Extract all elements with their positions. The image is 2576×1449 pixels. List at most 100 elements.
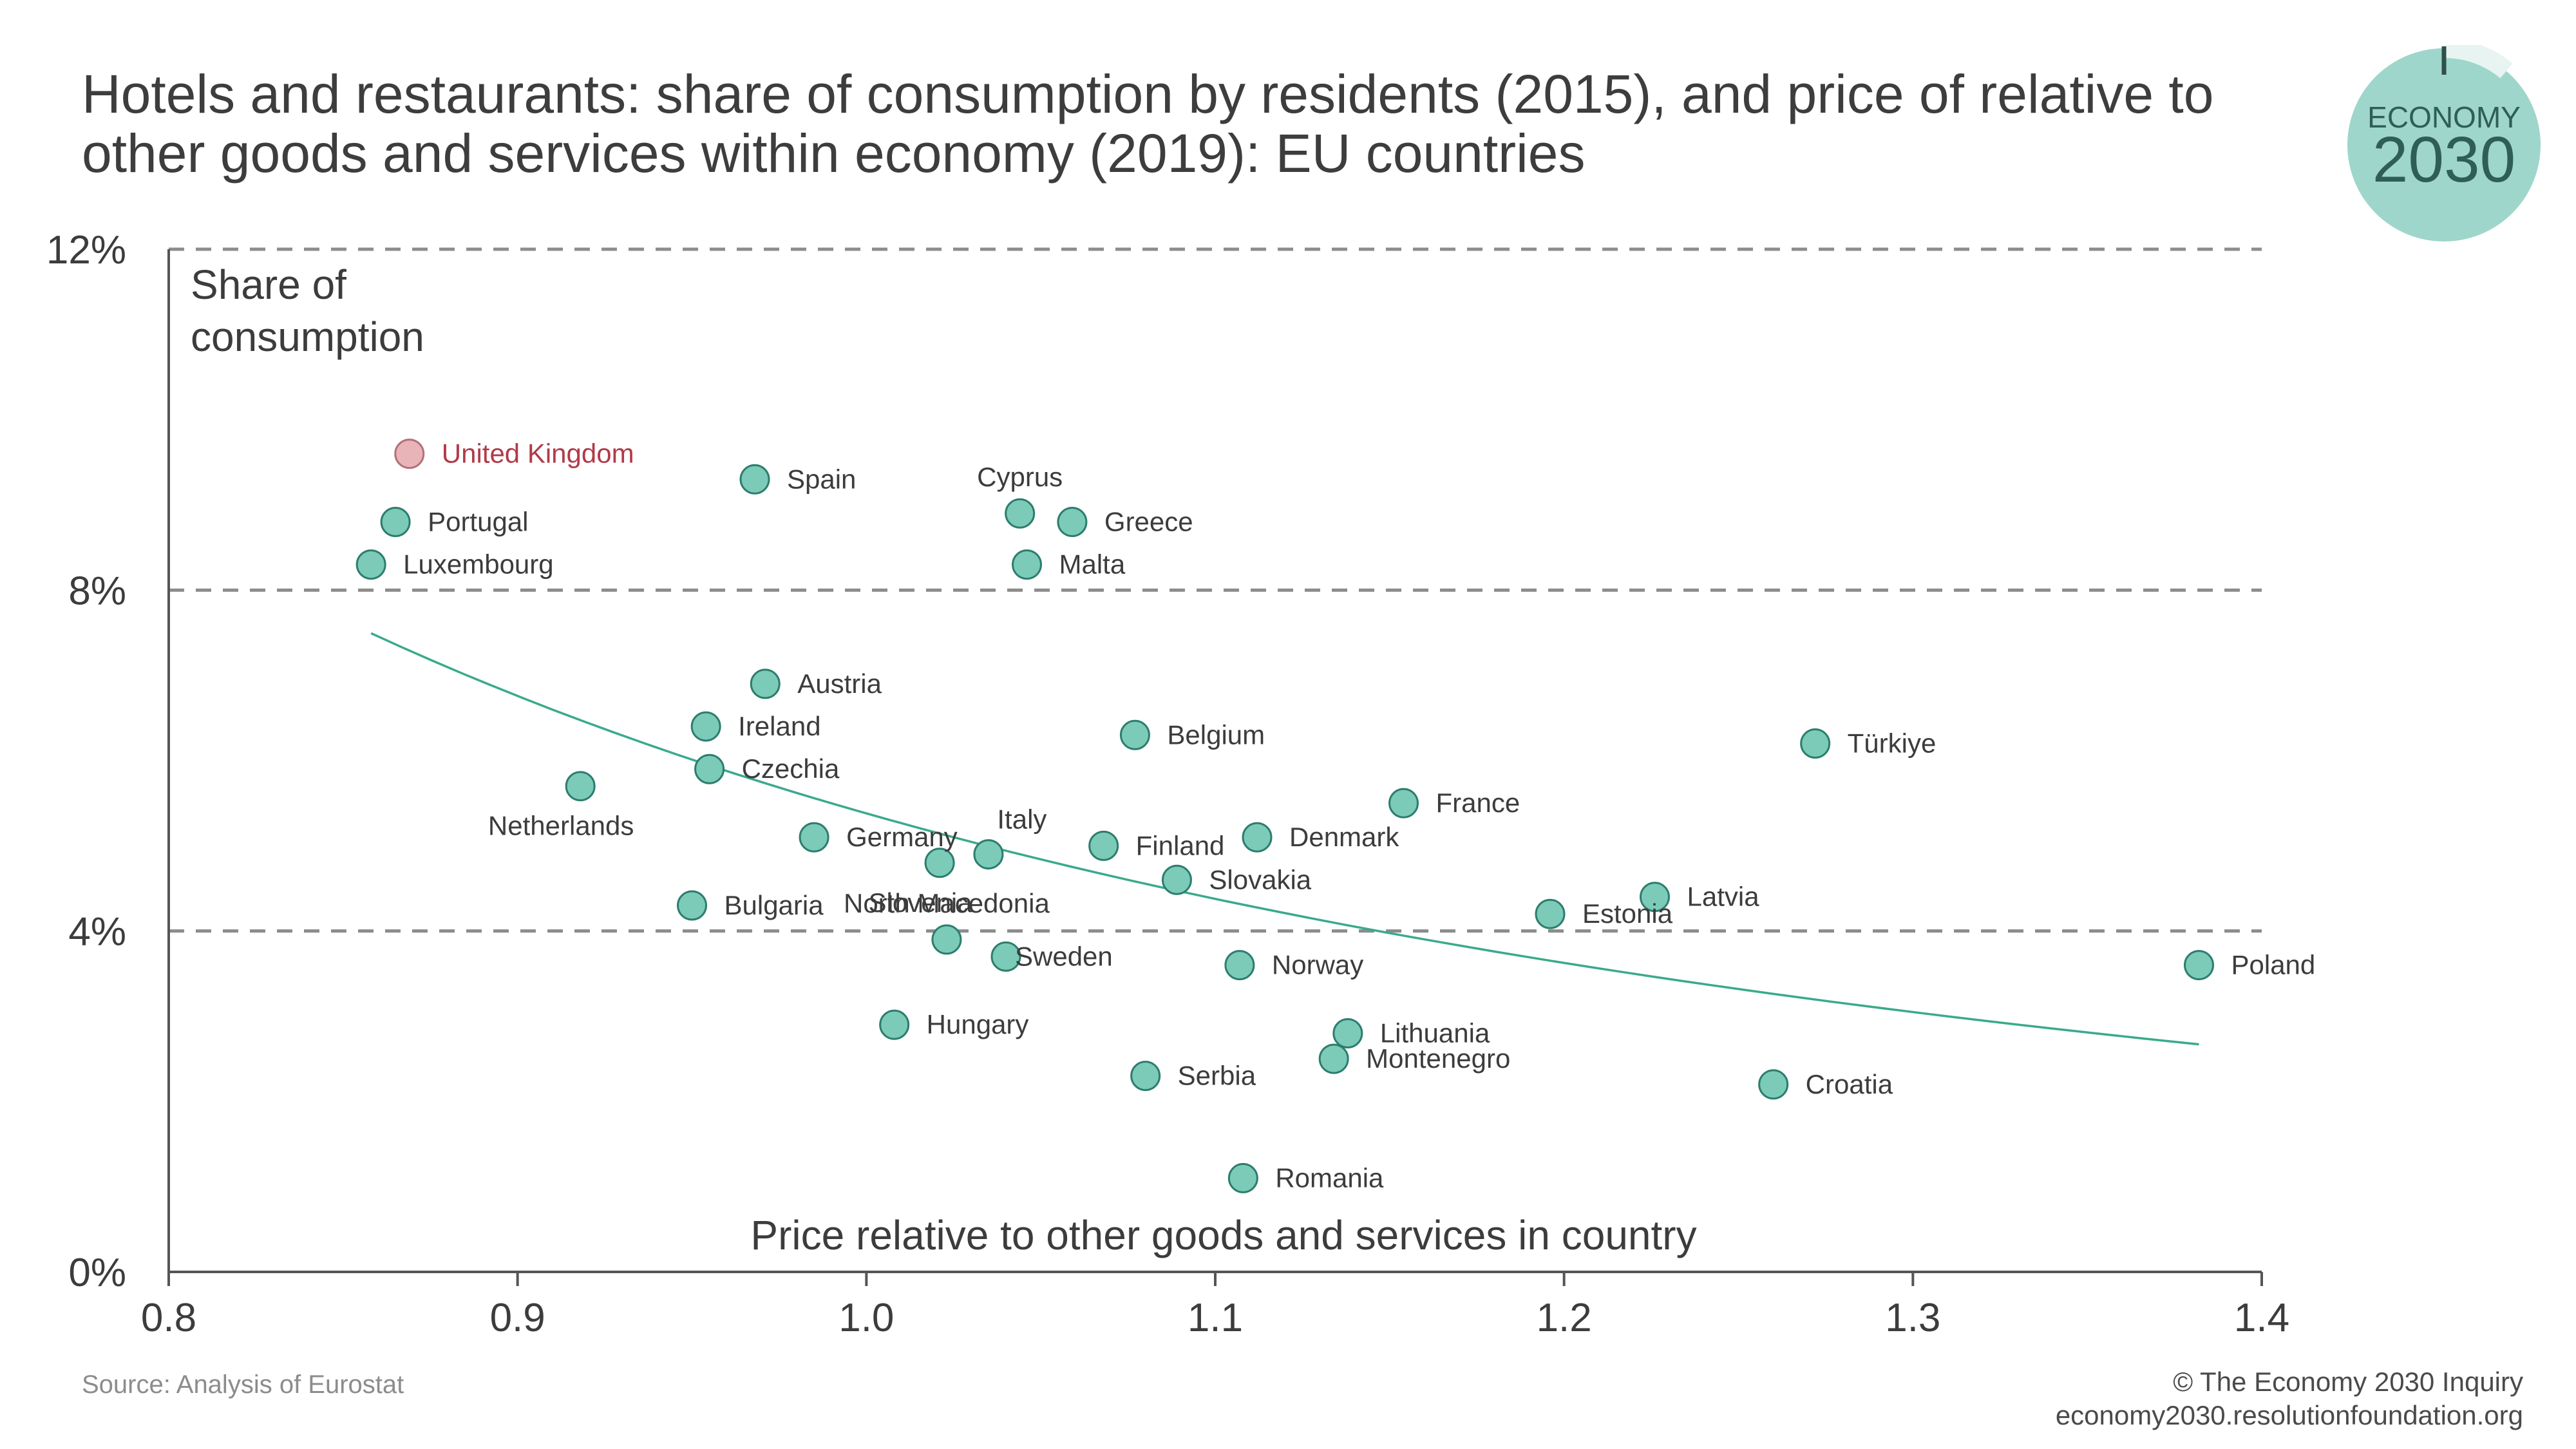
point-label-france: France [1436,788,1520,818]
point-label-norway: Norway [1272,950,1363,980]
point-poland [2184,950,2214,981]
title-line-2: other goods and services within economy … [82,123,1586,184]
point-sweden [990,941,1021,972]
point-slovakia [1161,864,1192,895]
point-hungary [879,1009,910,1040]
point-czechia [694,753,725,784]
point-label-bulgaria: Bulgaria [724,890,824,920]
credit-block: © The Economy 2030 Inquiry economy2030.r… [2056,1365,2523,1432]
credit-line-2: economy2030.resolutionfoundation.org [2055,1400,2523,1430]
point-spain [739,464,770,495]
point-label-hungary: Hungary [927,1009,1029,1039]
point-united-kingdom [394,439,425,469]
x-axis-title: Price relative to other goods and servic… [750,1212,1696,1258]
point-romania [1227,1162,1258,1193]
point-malta [1012,549,1042,580]
point-slovenia [924,848,955,878]
point-belgium [1119,719,1150,750]
point-label-italy: Italy [997,804,1046,835]
point-france [1388,788,1419,819]
points-group [355,439,2214,1193]
point-label-lithuania: Lithuania [1380,1018,1490,1048]
axes: 0% 4% 8% 12% 0.8 0.9 1.0 1.1 1.2 1.3 1.4 [46,228,2289,1340]
x-tick-label: 0.9 [490,1296,545,1340]
point-north-macedonia [931,924,962,955]
point-label-latvia: Latvia [1687,882,1760,912]
point-label-sweden: Sweden [1015,941,1113,971]
logo-year: 2030 [2372,124,2515,196]
x-tick-label: 1.4 [2234,1296,2289,1340]
y-tick-label: 8% [68,569,126,613]
point-label-portugal: Portugal [428,506,528,536]
point-label-cyprus: Cyprus [977,462,1063,492]
point-germany [799,822,829,853]
y-tick-label: 4% [68,910,126,954]
logo-arc [2443,45,2513,79]
point-label-türkiye: Türkiye [1848,728,1937,759]
point-latvia [1640,882,1670,913]
point-cyprus [1005,498,1036,529]
point-finland [1088,830,1119,861]
point-label-romania: Romania [1275,1162,1384,1193]
x-tick-label: 1.2 [1537,1296,1592,1340]
point-label-slovakia: Slovakia [1209,864,1311,895]
point-denmark [1242,822,1273,853]
x-tick-label: 1.3 [1885,1296,1940,1340]
logo-circle [2347,48,2541,242]
point-ireland [690,711,721,742]
point-estonia [1535,898,1566,929]
trendline [370,632,2199,1046]
economy-2030-logo: ECONOMY 2030 [2347,45,2541,242]
point-label-belgium: Belgium [1167,719,1265,750]
x-tick-label: 0.8 [141,1296,196,1340]
point-austria [750,668,781,699]
point-label-finland: Finland [1136,830,1225,860]
chart-title: Hotels and restaurants: share of consump… [82,64,2304,183]
y-tick-label: 12% [46,228,126,272]
y-axis-title-line-1: Share of [191,261,346,308]
point-netherlands [565,771,596,802]
title-line-1: Hotels and restaurants: share of consump… [82,64,2214,124]
x-tick-label: 1.0 [838,1296,894,1340]
point-label-malta: Malta [1059,549,1126,580]
point-label-montenegro: Montenegro [1366,1043,1510,1074]
point-label-poland: Poland [2231,950,2316,980]
point-label-estonia: Estonia [1582,898,1673,929]
point-label-luxembourg: Luxembourg [403,549,553,580]
credit-line-1: © The Economy 2030 Inquiry [2173,1367,2523,1397]
y-tick-label: 0% [68,1251,126,1295]
source-note: Source: Analysis of Eurostat [82,1370,404,1399]
point-label-austria: Austria [797,668,882,699]
point-label-north-macedonia: North Macedonia [844,888,1050,918]
point-luxembourg [355,549,386,580]
point-bulgaria [677,890,707,921]
point-label-croatia: Croatia [1806,1069,1893,1099]
trendline-group [370,632,2199,1046]
point-label-germany: Germany [846,822,958,852]
point-greece [1057,506,1088,537]
point-label-denmark: Denmark [1289,822,1399,852]
y-axis-title-line-2: consumption [191,314,424,360]
x-tick-label: 1.1 [1188,1296,1243,1340]
point-label-czechia: Czechia [742,753,840,784]
point-label-spain: Spain [787,464,856,494]
point-label-united-kingdom: United Kingdom [442,439,634,469]
point-lithuania [1332,1018,1363,1048]
point-montenegro [1318,1043,1349,1074]
point-portugal [380,506,411,537]
logo-word: ECONOMY [2367,100,2521,134]
point-croatia [1758,1069,1789,1100]
point-label-greece: Greece [1104,506,1193,536]
point-türkiye [1800,728,1831,759]
point-norway [1224,950,1255,981]
point-label-slovenia: Slovenia [869,887,973,918]
point-label-ireland: Ireland [738,711,820,741]
point-label-serbia: Serbia [1178,1061,1256,1091]
grid-lines [169,247,2262,933]
point-labels-group: United Kingdom Spain Cyprus Greece Portugal L… [403,439,2315,1193]
point-label-netherlands: Netherlands [488,811,634,841]
point-italy [973,839,1004,870]
point-serbia [1130,1061,1161,1092]
